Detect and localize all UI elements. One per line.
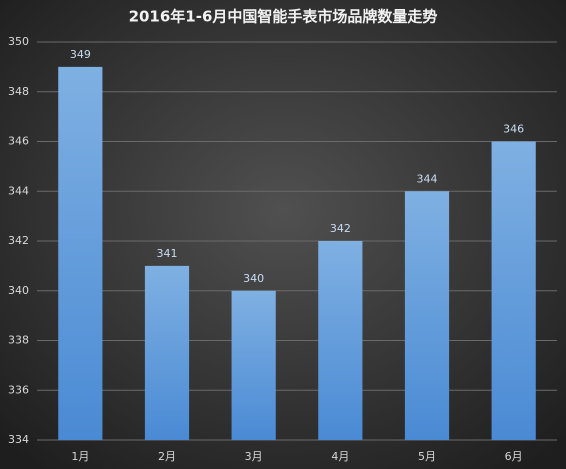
- y-tick-label: 340: [8, 284, 29, 297]
- y-tick-label: 336: [8, 383, 29, 396]
- value-label: 344: [417, 172, 438, 185]
- bar: [404, 191, 450, 440]
- bar: [58, 66, 103, 440]
- bar: [144, 265, 190, 440]
- y-tick-label: 344: [8, 184, 29, 197]
- value-label: 341: [157, 247, 178, 260]
- x-tick-label: 3月: [245, 450, 263, 463]
- bar: [231, 290, 276, 440]
- value-label: 349: [70, 48, 91, 61]
- y-tick-label: 342: [8, 234, 29, 247]
- value-label: 340: [243, 272, 264, 285]
- x-tick-label: 2月: [158, 450, 176, 463]
- bar: [318, 241, 363, 440]
- x-tick-label: 1月: [71, 450, 89, 463]
- bar: [491, 141, 536, 440]
- y-tick-label: 346: [8, 135, 29, 148]
- x-tick-label: 4月: [331, 450, 349, 463]
- value-label: 342: [330, 222, 351, 235]
- y-tick-label: 338: [8, 334, 29, 347]
- y-tick-label: 334: [8, 433, 29, 446]
- value-label: 346: [503, 123, 524, 136]
- x-tick-label: 5月: [418, 450, 436, 463]
- y-tick-label: 350: [8, 35, 29, 48]
- chart-title: 2016年1-6月中国智能手表市场品牌数量走势: [129, 8, 438, 26]
- y-tick-label: 348: [8, 85, 29, 98]
- x-tick-label: 6月: [505, 450, 523, 463]
